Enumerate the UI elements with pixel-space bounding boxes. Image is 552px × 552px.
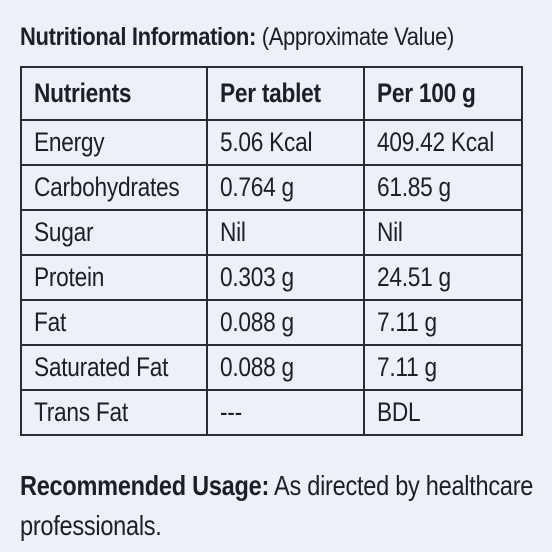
recommended-usage-text: As directed by healthcare professionals. xyxy=(20,470,534,541)
nutrient-name: Energy xyxy=(20,119,208,166)
per-100g-value: 7.11 g xyxy=(363,299,523,346)
nutrition-table: Nutrients Per tablet Per 100 g Energy 5.… xyxy=(20,66,523,436)
table-row: Protein 0.303 g 24.51 g xyxy=(20,254,523,301)
table-row: Carbohydrates 0.764 g 61.85 g xyxy=(20,164,523,211)
per-100g-value: 24.51 g xyxy=(363,254,523,301)
table-header-row: Nutrients Per tablet Per 100 g xyxy=(20,66,523,121)
column-header-per-tablet: Per tablet xyxy=(206,66,365,121)
column-header-per-100g: Per 100 g xyxy=(363,66,523,121)
per-tablet-value: 0.088 g xyxy=(206,344,365,391)
nutrient-name: Protein xyxy=(20,254,208,301)
per-100g-value: BDL xyxy=(363,389,523,436)
nutrient-name: Fat xyxy=(20,299,208,346)
recommended-usage-label: Recommended Usage: xyxy=(20,470,270,501)
table-row: Trans Fat --- BDL xyxy=(20,389,523,436)
per-tablet-value: --- xyxy=(206,389,365,436)
table-row: Energy 5.06 Kcal 409.42 Kcal xyxy=(20,119,523,166)
per-tablet-value: 0.303 g xyxy=(206,254,365,301)
nutrient-name: Trans Fat xyxy=(20,389,208,436)
nutrient-name: Carbohydrates xyxy=(20,164,208,211)
per-100g-value: 7.11 g xyxy=(363,344,523,391)
per-tablet-value: 5.06 Kcal xyxy=(206,119,365,166)
table-row: Saturated Fat 0.088 g 7.11 g xyxy=(20,344,523,391)
nutrient-name: Sugar xyxy=(20,209,208,256)
per-100g-value: 61.85 g xyxy=(363,164,523,211)
per-tablet-value: 0.088 g xyxy=(206,299,365,346)
table-row: Sugar Nil Nil xyxy=(20,209,523,256)
column-header-nutrients: Nutrients xyxy=(20,66,208,121)
per-tablet-value: 0.764 g xyxy=(206,164,365,211)
recommended-usage: Recommended Usage: As directed by health… xyxy=(20,466,541,546)
nutrition-heading: Nutritional Information: (Approximate Va… xyxy=(20,20,454,54)
nutrient-name: Saturated Fat xyxy=(20,344,208,391)
per-100g-value: 409.42 Kcal xyxy=(363,119,523,166)
table-row: Fat 0.088 g 7.11 g xyxy=(20,299,523,346)
nutrition-heading-title: Nutritional Information: xyxy=(20,23,256,51)
per-100g-value: Nil xyxy=(363,209,523,256)
per-tablet-value: Nil xyxy=(206,209,365,256)
nutrition-heading-note: (Approximate Value) xyxy=(261,23,455,51)
